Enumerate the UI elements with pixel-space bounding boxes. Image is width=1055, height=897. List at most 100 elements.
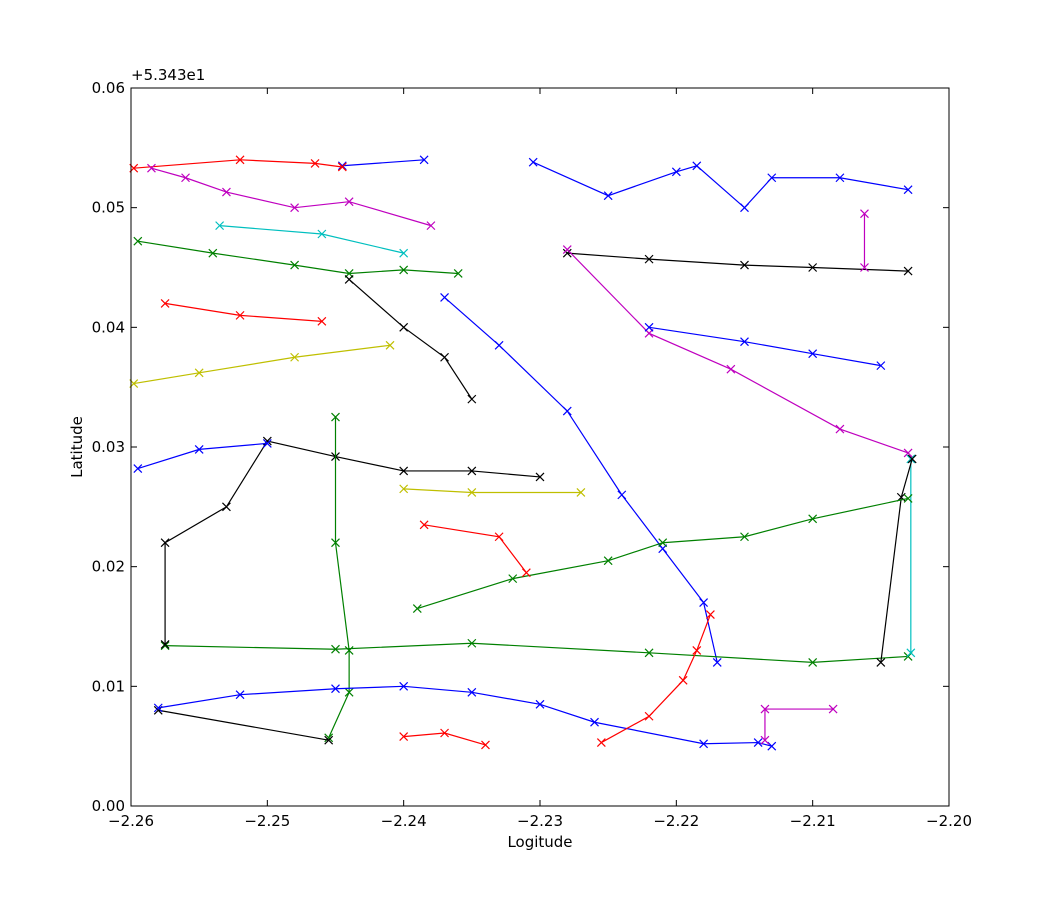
trace-line <box>648 326 881 367</box>
point-marker <box>644 254 654 264</box>
trace-line <box>348 279 473 400</box>
point-marker <box>603 556 613 566</box>
point-marker <box>906 454 916 464</box>
point-marker <box>262 438 272 448</box>
point-marker <box>399 466 409 476</box>
point-marker <box>181 173 190 183</box>
point-marker <box>385 340 395 350</box>
point-marker <box>562 406 572 416</box>
trace-line <box>133 159 343 169</box>
point-marker <box>726 364 736 374</box>
point-marker <box>337 162 347 172</box>
point-marker <box>467 687 477 697</box>
point-marker <box>808 349 818 359</box>
point-marker <box>705 610 715 619</box>
point-marker <box>344 646 354 655</box>
point-marker <box>412 604 422 613</box>
point-marker <box>835 173 845 183</box>
point-marker <box>222 502 231 512</box>
point-marker <box>494 340 504 350</box>
point-marker <box>494 532 504 542</box>
point-marker <box>699 598 709 607</box>
y-offset-label: +5.343e1 <box>131 66 205 84</box>
point-marker <box>903 651 913 661</box>
x-tick-label: −2.24 <box>381 812 427 830</box>
point-marker <box>440 292 449 302</box>
point-marker <box>740 203 749 213</box>
point-marker <box>603 191 613 201</box>
point-marker <box>678 675 688 685</box>
point-marker <box>760 704 770 714</box>
point-marker <box>590 717 599 727</box>
trace-line <box>342 159 425 167</box>
point-marker <box>521 568 531 578</box>
trace-line <box>532 161 909 209</box>
x-tick-label: −2.25 <box>244 812 290 830</box>
point-marker <box>907 454 917 464</box>
point-marker <box>808 514 818 524</box>
point-marker <box>399 732 409 742</box>
point-marker <box>337 161 347 171</box>
point-marker <box>153 703 163 713</box>
point-marker <box>903 185 913 195</box>
x-axis-label: Logitude <box>507 833 572 851</box>
point-marker <box>562 248 572 258</box>
point-marker <box>535 699 545 709</box>
point-marker <box>903 448 913 458</box>
point-marker <box>331 644 340 654</box>
point-marker <box>331 538 340 548</box>
point-marker <box>576 488 586 497</box>
point-marker <box>160 641 170 651</box>
x-tick-label: −2.20 <box>926 812 972 830</box>
point-marker <box>310 158 320 168</box>
point-marker <box>235 155 245 165</box>
x-tick-label: −2.23 <box>517 812 563 830</box>
point-marker <box>699 739 709 749</box>
point-marker <box>596 738 606 748</box>
y-tick-label: 0.02 <box>92 558 125 576</box>
point-marker <box>740 337 749 347</box>
point-marker <box>215 221 225 231</box>
x-tick-label: −2.26 <box>108 812 154 830</box>
point-marker <box>644 322 654 332</box>
point-marker <box>290 203 300 213</box>
point-marker <box>440 352 449 362</box>
point-marker <box>808 263 818 272</box>
point-marker <box>712 657 722 667</box>
point-marker <box>906 648 916 658</box>
point-marker <box>658 538 668 548</box>
point-marker <box>344 197 354 207</box>
point-marker <box>324 733 334 743</box>
point-marker <box>426 221 436 231</box>
point-marker <box>740 260 749 270</box>
y-tick-label: 0.03 <box>92 438 125 456</box>
trace-line <box>137 240 459 275</box>
x-tick-label: −2.21 <box>790 812 836 830</box>
y-tick-label: 0.00 <box>92 797 125 815</box>
x-tick-label: −2.22 <box>653 812 699 830</box>
point-marker <box>399 484 409 494</box>
point-marker <box>467 488 477 497</box>
trace-line <box>158 685 772 747</box>
point-marker <box>481 740 490 750</box>
point-marker <box>194 368 204 378</box>
point-marker <box>644 648 654 658</box>
point-marker <box>331 684 340 694</box>
point-marker <box>692 646 702 655</box>
point-marker <box>160 538 170 548</box>
point-marker <box>290 260 300 270</box>
point-marker <box>903 494 913 503</box>
point-marker <box>767 173 777 183</box>
point-marker <box>133 236 143 246</box>
point-marker <box>399 322 409 332</box>
point-marker <box>160 298 170 308</box>
point-marker <box>440 728 449 738</box>
point-marker <box>399 265 409 275</box>
y-tick-label: 0.05 <box>92 199 125 217</box>
point-marker <box>147 163 156 173</box>
point-marker <box>860 209 869 219</box>
point-marker <box>860 263 869 272</box>
y-axis-label: Latitude <box>68 416 86 478</box>
